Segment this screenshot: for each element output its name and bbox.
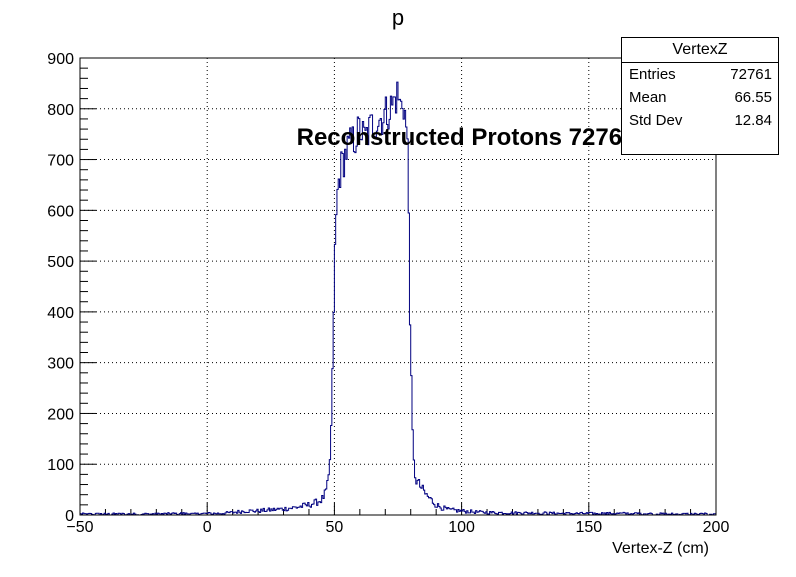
y-tick-label: 0 xyxy=(65,508,74,525)
y-tick-label: 200 xyxy=(47,406,74,423)
x-tick-label: 150 xyxy=(575,519,602,536)
plot-frame xyxy=(79,57,717,516)
stats-value: 12.84 xyxy=(734,112,772,129)
stats-label: Std Dev xyxy=(629,112,683,129)
x-tick-label: 0 xyxy=(203,519,212,536)
stats-row-entries: Entries 72761 xyxy=(622,63,778,86)
histogram-line xyxy=(79,81,717,516)
y-tick-label: 400 xyxy=(47,305,74,322)
stats-label: Entries xyxy=(629,66,676,83)
stats-title: VertexZ xyxy=(622,38,778,63)
y-tick-label: 700 xyxy=(47,153,74,170)
stats-row-mean: Mean 66.55 xyxy=(622,86,778,109)
x-tick-label: 100 xyxy=(448,519,475,536)
chart-title: p xyxy=(392,5,404,30)
y-tick-label: 800 xyxy=(47,102,74,119)
y-tick-label: 500 xyxy=(47,254,74,271)
y-tick-label: 900 xyxy=(47,51,74,68)
stats-row-stddev: Std Dev 12.84 xyxy=(622,109,778,132)
y-tick-label: 100 xyxy=(47,457,74,474)
x-tick-label: −50 xyxy=(66,519,93,536)
x-tick-label: 50 xyxy=(326,519,344,536)
x-axis-label: Vertex-Z (cm) xyxy=(612,540,709,557)
stats-value: 72761 xyxy=(730,66,772,83)
y-tick-labels: 0 100 200 300 400 500 600 700 800 900 xyxy=(47,51,74,525)
annotation-label: Reconstructed Protons 72761 xyxy=(297,124,636,151)
stats-box: VertexZ Entries 72761 Mean 66.55 Std Dev… xyxy=(621,37,779,155)
stats-label: Mean xyxy=(629,89,667,106)
stats-value: 66.55 xyxy=(734,89,772,106)
x-tick-label: 200 xyxy=(703,519,730,536)
y-tick-label: 600 xyxy=(47,203,74,220)
x-tick-labels: −50 0 50 100 150 200 xyxy=(66,519,729,536)
y-tick-label: 300 xyxy=(47,356,74,373)
